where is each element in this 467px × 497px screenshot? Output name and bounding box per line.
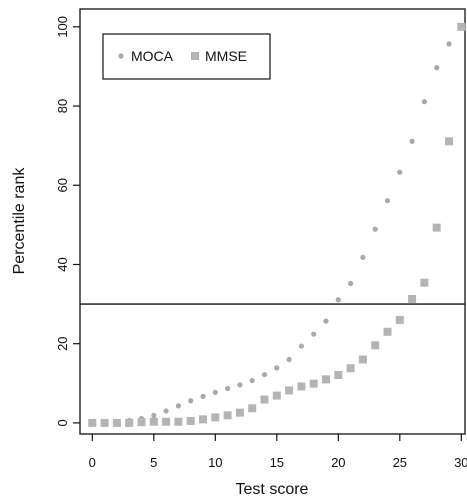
mmse-point — [125, 418, 134, 427]
mmse-point — [186, 416, 195, 425]
moca-point — [335, 297, 341, 303]
mmse-point — [162, 417, 171, 426]
x-tick-label: 5 — [150, 455, 157, 470]
moca-point — [421, 99, 428, 105]
mmse-point — [383, 327, 392, 336]
moca-point — [372, 226, 378, 232]
legend-box — [102, 33, 271, 80]
x-tick-label: 0 — [89, 455, 96, 470]
moca-point — [348, 280, 354, 287]
moca-point — [360, 254, 366, 260]
mmse-point — [149, 417, 158, 426]
moca-point — [237, 382, 243, 388]
x-tick-label: 15 — [270, 455, 284, 470]
legend-moca-marker — [118, 53, 124, 59]
mmse-point — [223, 411, 232, 420]
mmse-point — [248, 404, 257, 413]
moca-point — [323, 318, 329, 324]
moca-point — [225, 385, 231, 392]
legend: MOCA MMSE — [102, 33, 271, 80]
mmse-point — [285, 386, 294, 395]
mmse-point — [112, 418, 121, 427]
plot-frame — [79, 8, 466, 435]
legend-moca-label: MOCA — [131, 48, 174, 64]
mmse-point — [395, 315, 404, 324]
mmse-point — [358, 355, 367, 364]
y-axis: 0 20 40 60 80 100 — [55, 16, 80, 427]
mmse-point — [260, 395, 269, 404]
mmse-point — [100, 418, 109, 427]
mmse-point — [309, 379, 318, 388]
moca-point — [446, 41, 452, 47]
mmse-point — [346, 364, 355, 373]
y-tick-label: 60 — [55, 178, 70, 192]
moca-point — [188, 398, 194, 404]
mmse-point — [297, 382, 306, 391]
x-axis-title: Test score — [236, 481, 309, 497]
mmse-point — [174, 417, 183, 426]
moca-point — [151, 412, 157, 418]
mmse-point — [371, 341, 380, 350]
y-tick-label: 20 — [55, 336, 70, 350]
legend-mmse-marker — [191, 52, 199, 60]
y-tick-label: 100 — [55, 16, 70, 38]
moca-point — [163, 408, 169, 414]
y-tick-label: 80 — [55, 99, 70, 113]
mmse-point — [408, 294, 417, 303]
mmse-point — [457, 22, 466, 31]
mmse-point — [272, 391, 281, 400]
x-axis: 0 5 10 15 20 25 30 — [89, 434, 467, 470]
moca-point — [409, 138, 415, 144]
y-tick-label: 0 — [55, 419, 70, 426]
mmse-point — [88, 418, 97, 427]
y-tick-label: 40 — [55, 257, 70, 271]
moca-point — [397, 169, 403, 175]
mmse-point — [235, 408, 244, 417]
mmse-point — [445, 137, 454, 146]
x-tick-label: 10 — [208, 455, 222, 470]
moca-point — [298, 343, 305, 349]
mmse-point — [432, 223, 441, 232]
moca-point — [311, 331, 317, 337]
x-tick-label: 25 — [393, 455, 407, 470]
mmse-point — [211, 413, 220, 422]
moca-point — [212, 389, 218, 396]
legend-mmse-label: MMSE — [205, 48, 247, 64]
mmse-series — [88, 22, 466, 427]
x-tick-label: 20 — [331, 455, 345, 470]
moca-point — [249, 377, 255, 384]
moca-point — [175, 403, 182, 409]
mmse-point — [334, 370, 343, 379]
moca-point — [384, 198, 391, 204]
y-axis-title: Percentile rank — [11, 167, 28, 275]
moca-series — [89, 23, 464, 426]
moca-point — [434, 65, 440, 71]
mmse-point — [137, 418, 146, 427]
moca-point — [286, 356, 292, 363]
mmse-point — [199, 415, 208, 424]
moca-point — [274, 365, 280, 371]
mmse-point — [420, 278, 429, 287]
moca-point — [261, 371, 268, 378]
moca-point — [200, 393, 206, 399]
x-tick-label: 30 — [454, 455, 467, 470]
mmse-point — [322, 375, 331, 384]
